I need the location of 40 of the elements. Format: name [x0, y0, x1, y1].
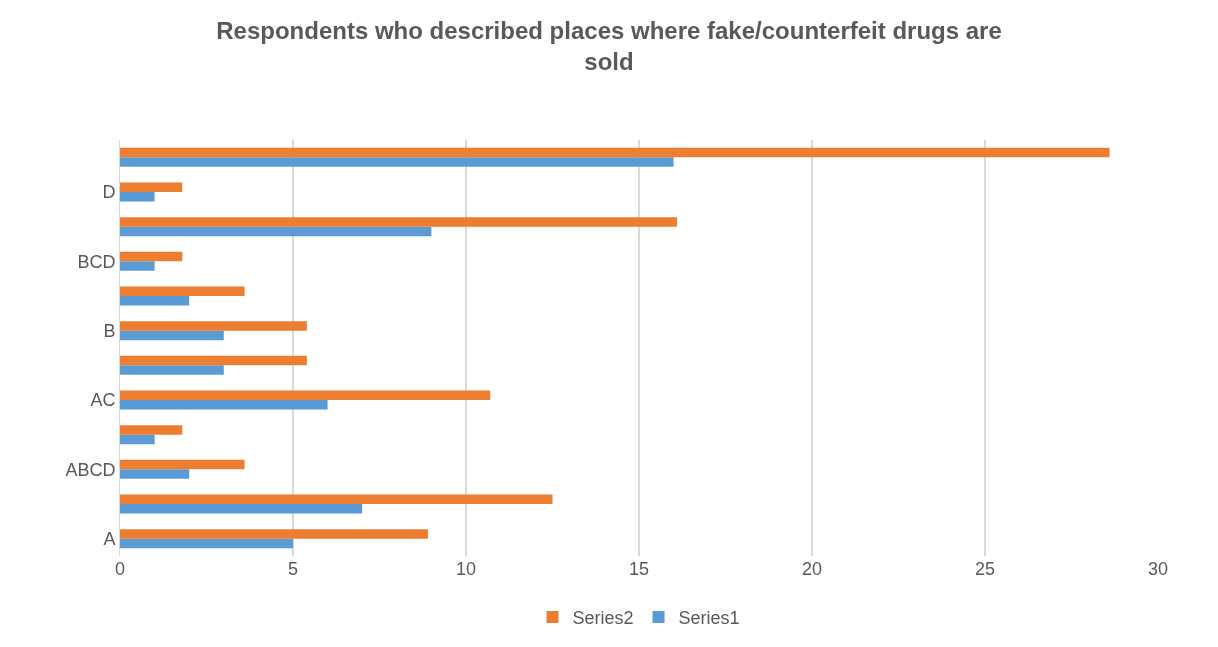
x-tick-label: 25: [974, 559, 996, 579]
y-tick-label: ABCD: [65, 459, 116, 480]
bar: [120, 217, 678, 227]
x-tick-label: 20: [801, 559, 823, 579]
bar: [120, 192, 155, 202]
bar: [120, 286, 245, 296]
bar: [120, 182, 183, 192]
bar: [120, 494, 553, 504]
y-tick-label: AC: [90, 390, 116, 411]
bar: [120, 355, 307, 366]
bar: [120, 251, 183, 262]
x-tick-label: 5: [287, 559, 299, 579]
bar: [120, 469, 190, 479]
y-tick-label: D: [102, 182, 116, 203]
bar: [120, 147, 1110, 158]
bar: [120, 504, 363, 514]
bar: [120, 330, 224, 341]
legend-label: Series1: [678, 607, 740, 628]
bar: [120, 529, 428, 539]
bar: [120, 390, 491, 400]
x-tick-label: 30: [1147, 559, 1169, 579]
bar: [120, 296, 190, 306]
x-tick-label: 10: [455, 559, 477, 579]
x-tick-label: 0: [114, 559, 126, 579]
x-tick-label: 15: [628, 559, 650, 579]
y-tick-label: B: [103, 320, 116, 341]
bar: [120, 261, 155, 271]
bar: [120, 226, 432, 237]
y-tick-label: BCD: [77, 251, 116, 272]
bar: [120, 365, 224, 375]
bar: [120, 321, 307, 331]
y-tick-label: A: [103, 528, 116, 549]
chart-title: Respondents who described places where fake/counterfeit drugs are sold: [216, 16, 1002, 76]
bar: [120, 459, 245, 470]
legend-label: Series2: [572, 607, 634, 628]
bar: [120, 400, 328, 410]
bar: [120, 538, 293, 549]
bar: [120, 434, 155, 445]
bar: [120, 425, 183, 435]
bar: [120, 157, 674, 167]
